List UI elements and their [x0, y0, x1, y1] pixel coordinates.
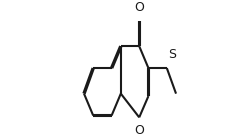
Text: S: S: [168, 48, 176, 61]
Text: O: O: [134, 1, 144, 14]
Text: O: O: [134, 124, 144, 137]
